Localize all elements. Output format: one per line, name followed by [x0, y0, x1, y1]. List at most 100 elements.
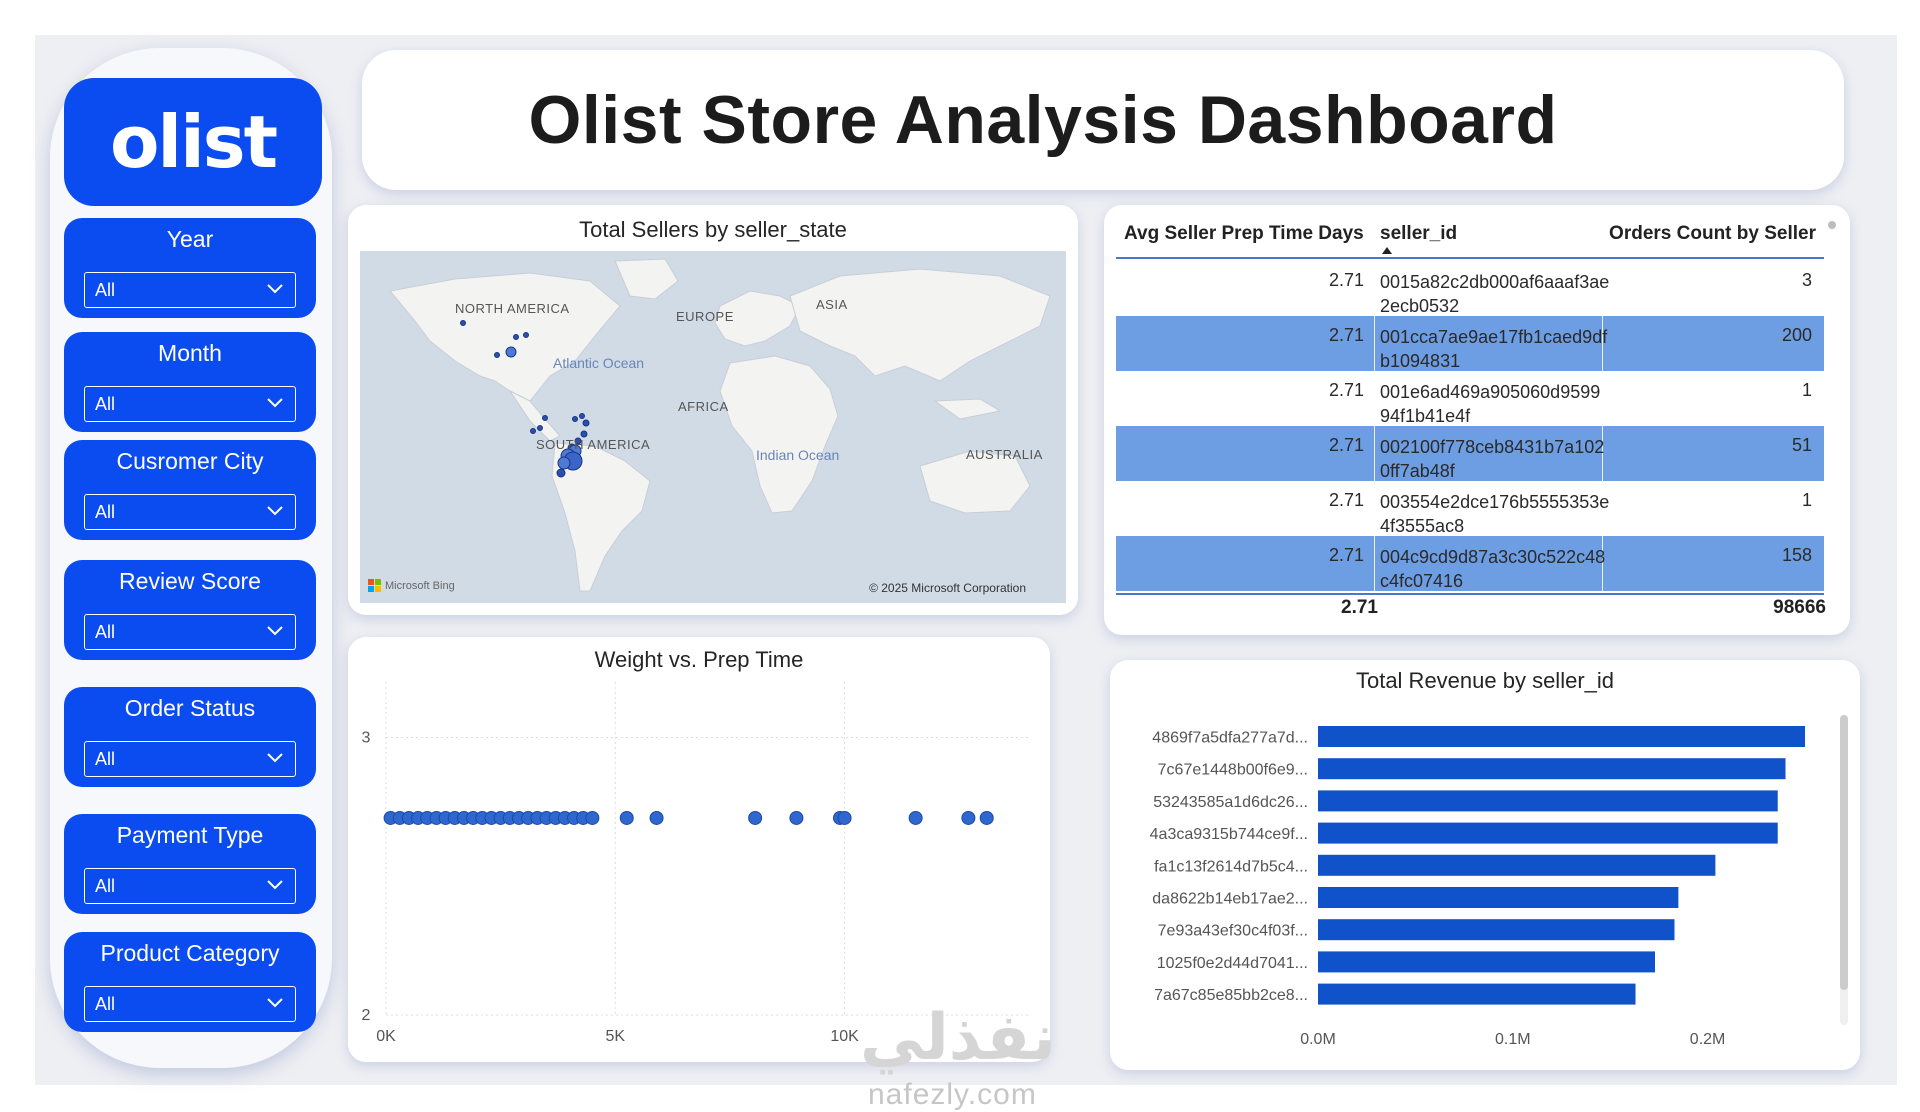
- scatter-title: Weight vs. Prep Time: [594, 647, 804, 672]
- x-tick-label: 10K: [830, 1028, 859, 1045]
- slicer-dropdown[interactable]: All: [84, 986, 296, 1022]
- title-card: Olist Store Analysis Dashboard: [362, 50, 1844, 190]
- scatter-point: [908, 810, 923, 825]
- seller-state-map[interactable]: NORTH AMERICA EUROPE ASIA AFRICA SOUTH A…: [360, 251, 1066, 603]
- scatter-point: [961, 810, 976, 825]
- table-row[interactable]: 2.71 002100f778ceb8431b7a1020ff7ab48f 51: [1116, 426, 1824, 481]
- slicer-order-status: Order Status All: [64, 687, 316, 787]
- chevron-down-icon: [267, 398, 283, 408]
- slicer-dropdown[interactable]: All: [84, 272, 296, 308]
- x-tick-label: 0K: [376, 1028, 396, 1045]
- slicer-value: All: [95, 394, 116, 414]
- watermark-arabic: نفذلي: [860, 1001, 1056, 1073]
- slicer-label: Order Status: [124, 695, 256, 721]
- label-asia: ASIA: [816, 297, 848, 312]
- col-header-orders-count[interactable]: Orders Count by Seller: [1609, 223, 1816, 244]
- cell-avg-prep: 2.71: [1328, 545, 1364, 565]
- label-europe: EUROPE: [676, 309, 734, 324]
- slicer-year: Year All: [64, 218, 316, 318]
- revenue-bar: [1318, 758, 1786, 780]
- table-row[interactable]: 2.71 001cca7ae9ae17fb1caed9dfb1094831 200: [1116, 316, 1824, 371]
- col-header-avg-prep[interactable]: Avg Seller Prep Time Days: [1124, 223, 1364, 244]
- slicer-value: All: [95, 876, 116, 896]
- category-label: 1025f0e2d44d7041...: [1157, 955, 1308, 972]
- cell-avg-prep: 2.71: [1328, 490, 1364, 510]
- slicer-month: Month All: [64, 332, 316, 432]
- slicer-dropdown[interactable]: All: [84, 868, 296, 904]
- col-header-seller-id[interactable]: seller_id: [1380, 223, 1458, 244]
- cell-orders-count: 51: [1791, 435, 1812, 455]
- table-row[interactable]: 2.71 003554e2dce176b5555353e4f3555ac8 1: [1116, 481, 1824, 536]
- slicer-dropdown[interactable]: All: [84, 494, 296, 530]
- table-row[interactable]: 2.71 0015a82c2db000af6aaaf3ae2ecb0532 3: [1116, 261, 1824, 316]
- slicer-label: Payment Type: [116, 822, 264, 848]
- x-tick-label: 0.1M: [1495, 1031, 1531, 1048]
- scatter-point: [649, 810, 664, 825]
- microsoft-logo-icon: [368, 579, 381, 592]
- scatter-point: [619, 810, 634, 825]
- total-avg-prep: 2.71: [1341, 597, 1378, 618]
- slicer-dropdown[interactable]: All: [84, 741, 296, 777]
- slicer-dropdown[interactable]: All: [84, 386, 296, 422]
- revenue-bar: [1318, 790, 1778, 812]
- label-africa: AFRICA: [678, 399, 729, 414]
- slicer-value: All: [95, 622, 116, 642]
- bar-scroll-track[interactable]: [1840, 715, 1848, 1025]
- slicer-cusromer-city: Cusromer City All: [64, 440, 316, 540]
- chevron-down-icon: [267, 753, 283, 763]
- category-label: 4869f7a5dfa277a7d...: [1152, 730, 1308, 747]
- bar-scroll-thumb[interactable]: [1840, 715, 1848, 990]
- revenue-bar: [1318, 983, 1636, 1005]
- revenue-bar: [1318, 726, 1805, 747]
- slicer-value: All: [95, 502, 116, 522]
- scrollbar-thumb[interactable]: [1828, 221, 1836, 229]
- revenue-bar: [1318, 919, 1675, 941]
- table-row[interactable]: 2.71 001e6ad469a905060d959994f1b41e4f 1: [1116, 371, 1824, 426]
- map-title: Total Sellers by seller_state: [579, 217, 847, 242]
- label-australia: AUSTRALIA: [966, 447, 1043, 462]
- slicer-label: Review Score: [119, 568, 261, 594]
- label-atlantic-ocean: Atlantic Ocean: [553, 355, 645, 371]
- slicer-label: Cusromer City: [116, 448, 264, 474]
- cell-orders-count: 158: [1781, 545, 1812, 565]
- sort-ascending-icon: [1382, 247, 1392, 254]
- scatter-card: Weight vs. Prep Time 0K 5K 10K 3 2: [348, 637, 1050, 1062]
- x-tick-label: 0.0M: [1300, 1031, 1336, 1048]
- slicer-dropdown[interactable]: All: [84, 614, 296, 650]
- cell-orders-count: 3: [1801, 270, 1812, 290]
- chevron-down-icon: [267, 284, 283, 294]
- seller-bubbles: [460, 320, 590, 478]
- cell-seller-id: 0015a82c2db000af6aaaf3ae2ecb0532: [1380, 272, 1610, 316]
- page-title: Olist Store Analysis Dashboard: [528, 82, 1558, 158]
- cell-orders-count: 1: [1801, 380, 1812, 400]
- table-row[interactable]: 2.71 004c9cd9d87a3c30c522c48c4fc07416 158: [1116, 536, 1824, 591]
- revenue-bar: [1318, 854, 1716, 876]
- cell-seller-id: 001cca7ae9ae17fb1caed9dfb1094831: [1380, 327, 1608, 371]
- scatter-point: [789, 810, 804, 825]
- scatter-plot[interactable]: 0K 5K 10K 3 2: [348, 637, 1050, 1062]
- cell-seller-id: 002100f778ceb8431b7a1020ff7ab48f: [1380, 437, 1605, 481]
- bing-label: Microsoft Bing: [385, 579, 455, 592]
- category-label: 7a67c85e85bb2ce8...: [1154, 987, 1308, 1004]
- map-card: Total Sellers by seller_state: [348, 205, 1078, 615]
- scatter-point: [585, 810, 600, 825]
- cell-seller-id: 004c9cd9d87a3c30c522c48c4fc07416: [1380, 547, 1606, 591]
- world-map-graphic: [389, 258, 1051, 592]
- cell-avg-prep: 2.71: [1328, 435, 1364, 455]
- slicer-label: Month: [158, 340, 222, 366]
- revenue-bar-chart[interactable]: 4869f7a5dfa277a7d... 7c67e1448b00f6e9... 5…: [1110, 660, 1860, 1070]
- cell-avg-prep: 2.71: [1328, 270, 1364, 290]
- slicer-label: Product Category: [100, 940, 280, 966]
- chevron-down-icon: [267, 626, 283, 636]
- logo-text: olist: [109, 100, 278, 184]
- x-tick-label: 5K: [605, 1028, 625, 1045]
- bing-attribution: Microsoft Bing: [368, 579, 455, 592]
- category-label: 53243585a1d6dc26...: [1153, 794, 1308, 811]
- cell-orders-count: 1: [1801, 490, 1812, 510]
- scatter-point: [979, 810, 994, 825]
- slicer-review-score: Review Score All: [64, 560, 316, 660]
- category-label: 7c67e1448b00f6e9...: [1158, 762, 1308, 779]
- watermark-latin: nafezly.com: [868, 1078, 1037, 1111]
- slicer-product-category: Product Category All: [64, 932, 316, 1032]
- slicer-payment-type: Payment Type All: [64, 814, 316, 914]
